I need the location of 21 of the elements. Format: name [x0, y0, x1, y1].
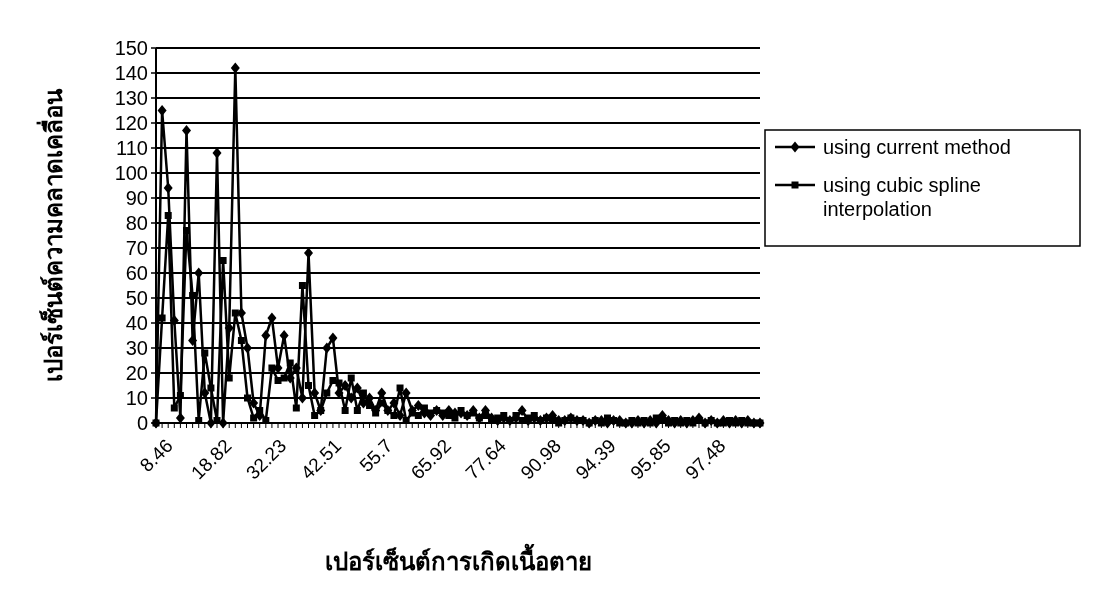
y-tick-label: 20	[125, 362, 148, 384]
legend-label: using current method	[823, 136, 1011, 158]
y-tick-label: 110	[116, 137, 148, 159]
y-tick-label: 140	[114, 62, 148, 84]
y-tick-label: 70	[125, 237, 148, 259]
y-tick-label: 60	[125, 262, 148, 284]
y-tick-label: 50	[125, 287, 148, 309]
y-tick-label: 150	[114, 37, 148, 59]
y-tick-label: 80	[125, 212, 148, 234]
y-axis-title: เปอร์เซ็นต์ความคลาดเคลื่อน	[36, 88, 67, 382]
y-tick-label: 40	[125, 312, 148, 334]
y-tick-label: 130	[114, 87, 148, 109]
y-tick-label: 0	[136, 412, 148, 434]
y-tick-label: 120	[114, 112, 148, 134]
y-tick-label: 100	[114, 162, 148, 184]
legend-label: using cubic spline interpolation	[823, 174, 981, 220]
x-tick-label: 8.46	[135, 434, 177, 476]
y-tick-label: 30	[125, 337, 148, 359]
x-axis-title: เปอร์เซ็นต์การเกิดเนื้อตาย	[324, 543, 592, 575]
y-tick-label: 90	[125, 187, 148, 209]
y-tick-label: 10	[125, 387, 148, 409]
